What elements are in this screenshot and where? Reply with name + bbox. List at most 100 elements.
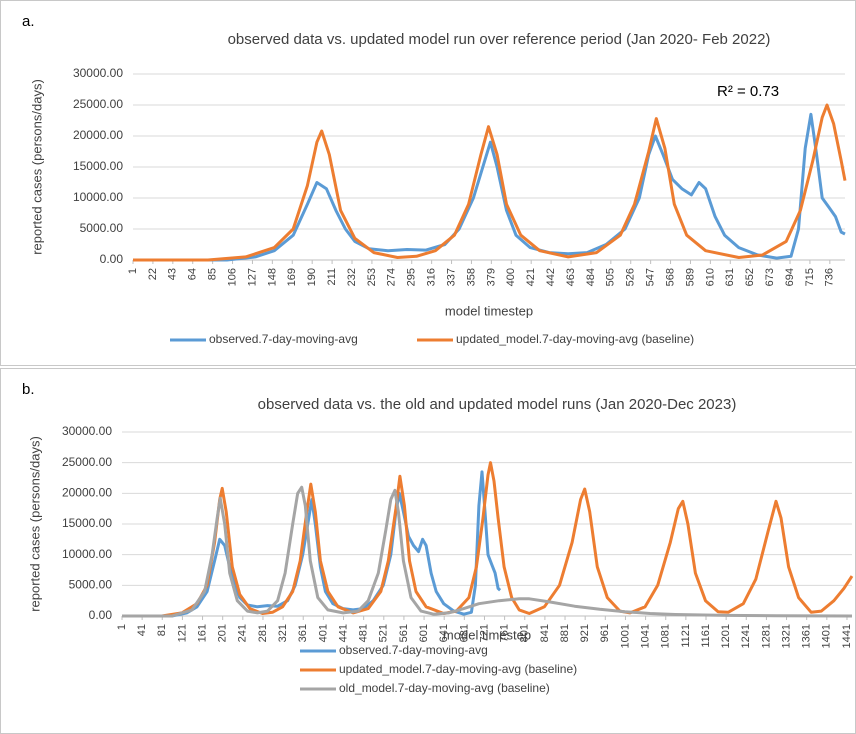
x-tick-label: 641: [438, 624, 450, 642]
x-axis-label: model timestep: [445, 303, 533, 318]
x-tick-label: 41: [136, 624, 148, 636]
x-tick-label: 881: [559, 624, 571, 642]
x-tick-label: 561: [398, 624, 410, 642]
x-tick-label: 481: [358, 624, 370, 642]
x-tick-label: 1: [116, 624, 128, 630]
y-tick-label: 25000.00: [62, 455, 112, 469]
x-tick-label: 442: [545, 268, 557, 286]
y-tick-label: 10000.00: [73, 190, 123, 204]
y-tick-label: 10000.00: [62, 547, 112, 561]
data-line: [133, 103, 847, 262]
x-tick-label: 361: [297, 624, 309, 642]
x-tick-label: 379: [485, 268, 497, 286]
x-tick-label: 22: [147, 268, 159, 280]
x-tick-label: 505: [605, 268, 617, 286]
y-tick-label: 15000.00: [73, 159, 123, 173]
x-tick-label: 337: [445, 268, 457, 286]
x-tick-label: 127: [246, 268, 258, 286]
x-tick-label: 400: [505, 268, 517, 286]
x-tick-label: 316: [426, 268, 438, 286]
annotation: R² = 0.73: [717, 83, 779, 100]
y-tick-label: 0.00: [100, 252, 124, 266]
panel-border: [0, 0, 856, 366]
x-tick-label: 526: [625, 268, 637, 286]
x-tick-label: 1441: [841, 624, 853, 648]
x-tick-label: 401: [317, 624, 329, 642]
x-tick-label: 841: [539, 624, 551, 642]
x-tick-label: 673: [764, 268, 776, 286]
y-tick-label: 25000.00: [73, 97, 123, 111]
y-tick-label: 20000.00: [73, 128, 123, 142]
x-tick-label: 521: [378, 624, 390, 642]
legend-label: updated_model.7-day-moving-avg (baseline…: [339, 662, 577, 676]
x-tick-label: 64: [187, 268, 199, 280]
x-axis-label: model timestep: [443, 627, 531, 642]
x-tick-label: 1361: [801, 624, 813, 648]
x-tick-label: 484: [585, 268, 597, 286]
x-tick-label: 232: [346, 268, 358, 286]
y-tick-label: 5000.00: [80, 221, 124, 235]
y-tick-label: 30000.00: [73, 66, 123, 80]
x-tick-label: 321: [277, 624, 289, 642]
data-line: [122, 461, 854, 618]
x-tick-label: 148: [266, 268, 278, 286]
x-tick-label: 1161: [700, 624, 712, 648]
x-tick-label: 721: [478, 624, 490, 642]
x-tick-label: 241: [237, 624, 249, 642]
x-tick-label: 1281: [760, 624, 772, 648]
x-tick-label: 1201: [720, 624, 732, 648]
x-tick-label: 1081: [660, 624, 672, 648]
x-tick-label: 568: [664, 268, 676, 286]
x-tick-label: 736: [824, 268, 836, 286]
x-tick-label: 652: [744, 268, 756, 286]
legend-label: updated_model.7-day-moving-avg (baseline…: [456, 332, 694, 346]
y-tick-label: 0.00: [89, 608, 113, 622]
x-tick-label: 190: [306, 268, 318, 286]
chart-title: observed data vs. the old and updated mo…: [258, 396, 737, 413]
y-tick-label: 30000.00: [62, 424, 112, 438]
x-tick-label: 1001: [619, 624, 631, 648]
panel-label: b.: [22, 381, 35, 398]
y-tick-label: 15000.00: [62, 516, 112, 530]
x-tick-label: 295: [406, 268, 418, 286]
data-line: [122, 485, 853, 618]
x-tick-label: 81: [156, 624, 168, 636]
x-tick-label: 1: [127, 268, 139, 274]
x-tick-label: 161: [196, 624, 208, 642]
x-tick-label: 463: [565, 268, 577, 286]
y-axis-label: reported cases (persons/days): [29, 79, 44, 255]
y-tick-label: 5000.00: [69, 578, 113, 592]
legend-label: old_model.7-day-moving-avg (baseline): [339, 681, 550, 695]
x-tick-label: 715: [804, 268, 816, 286]
y-tick-label: 20000.00: [62, 486, 112, 500]
x-tick-label: 1401: [821, 624, 833, 648]
x-tick-label: 589: [684, 268, 696, 286]
y-axis-label: reported cases (persons/days): [27, 436, 42, 612]
x-tick-label: 601: [418, 624, 430, 642]
panel-label: a.: [22, 13, 35, 30]
x-tick-label: 610: [704, 268, 716, 286]
x-tick-label: 211: [326, 268, 338, 286]
x-tick-label: 358: [465, 268, 477, 286]
x-tick-label: 1121: [680, 624, 692, 648]
x-tick-label: 801: [519, 624, 531, 642]
x-tick-label: 921: [579, 624, 591, 642]
x-tick-label: 694: [784, 268, 796, 286]
x-tick-label: 169: [286, 268, 298, 286]
x-tick-label: 631: [724, 268, 736, 286]
x-tick-label: 106: [226, 268, 238, 286]
x-tick-label: 1041: [639, 624, 651, 648]
x-tick-label: 253: [366, 268, 378, 286]
x-tick-label: 274: [386, 268, 398, 286]
legend-label: observed.7-day-moving-avg: [339, 643, 488, 657]
legend-label: observed.7-day-moving-avg: [209, 332, 358, 346]
chart-title: observed data vs. updated model run over…: [228, 31, 771, 48]
x-tick-label: 281: [257, 624, 269, 642]
x-tick-label: 43: [167, 268, 179, 280]
x-tick-label: 1241: [740, 624, 752, 648]
x-tick-label: 761: [499, 624, 511, 642]
x-tick-label: 681: [458, 624, 470, 642]
x-tick-label: 547: [645, 268, 657, 286]
x-tick-label: 201: [217, 624, 229, 642]
